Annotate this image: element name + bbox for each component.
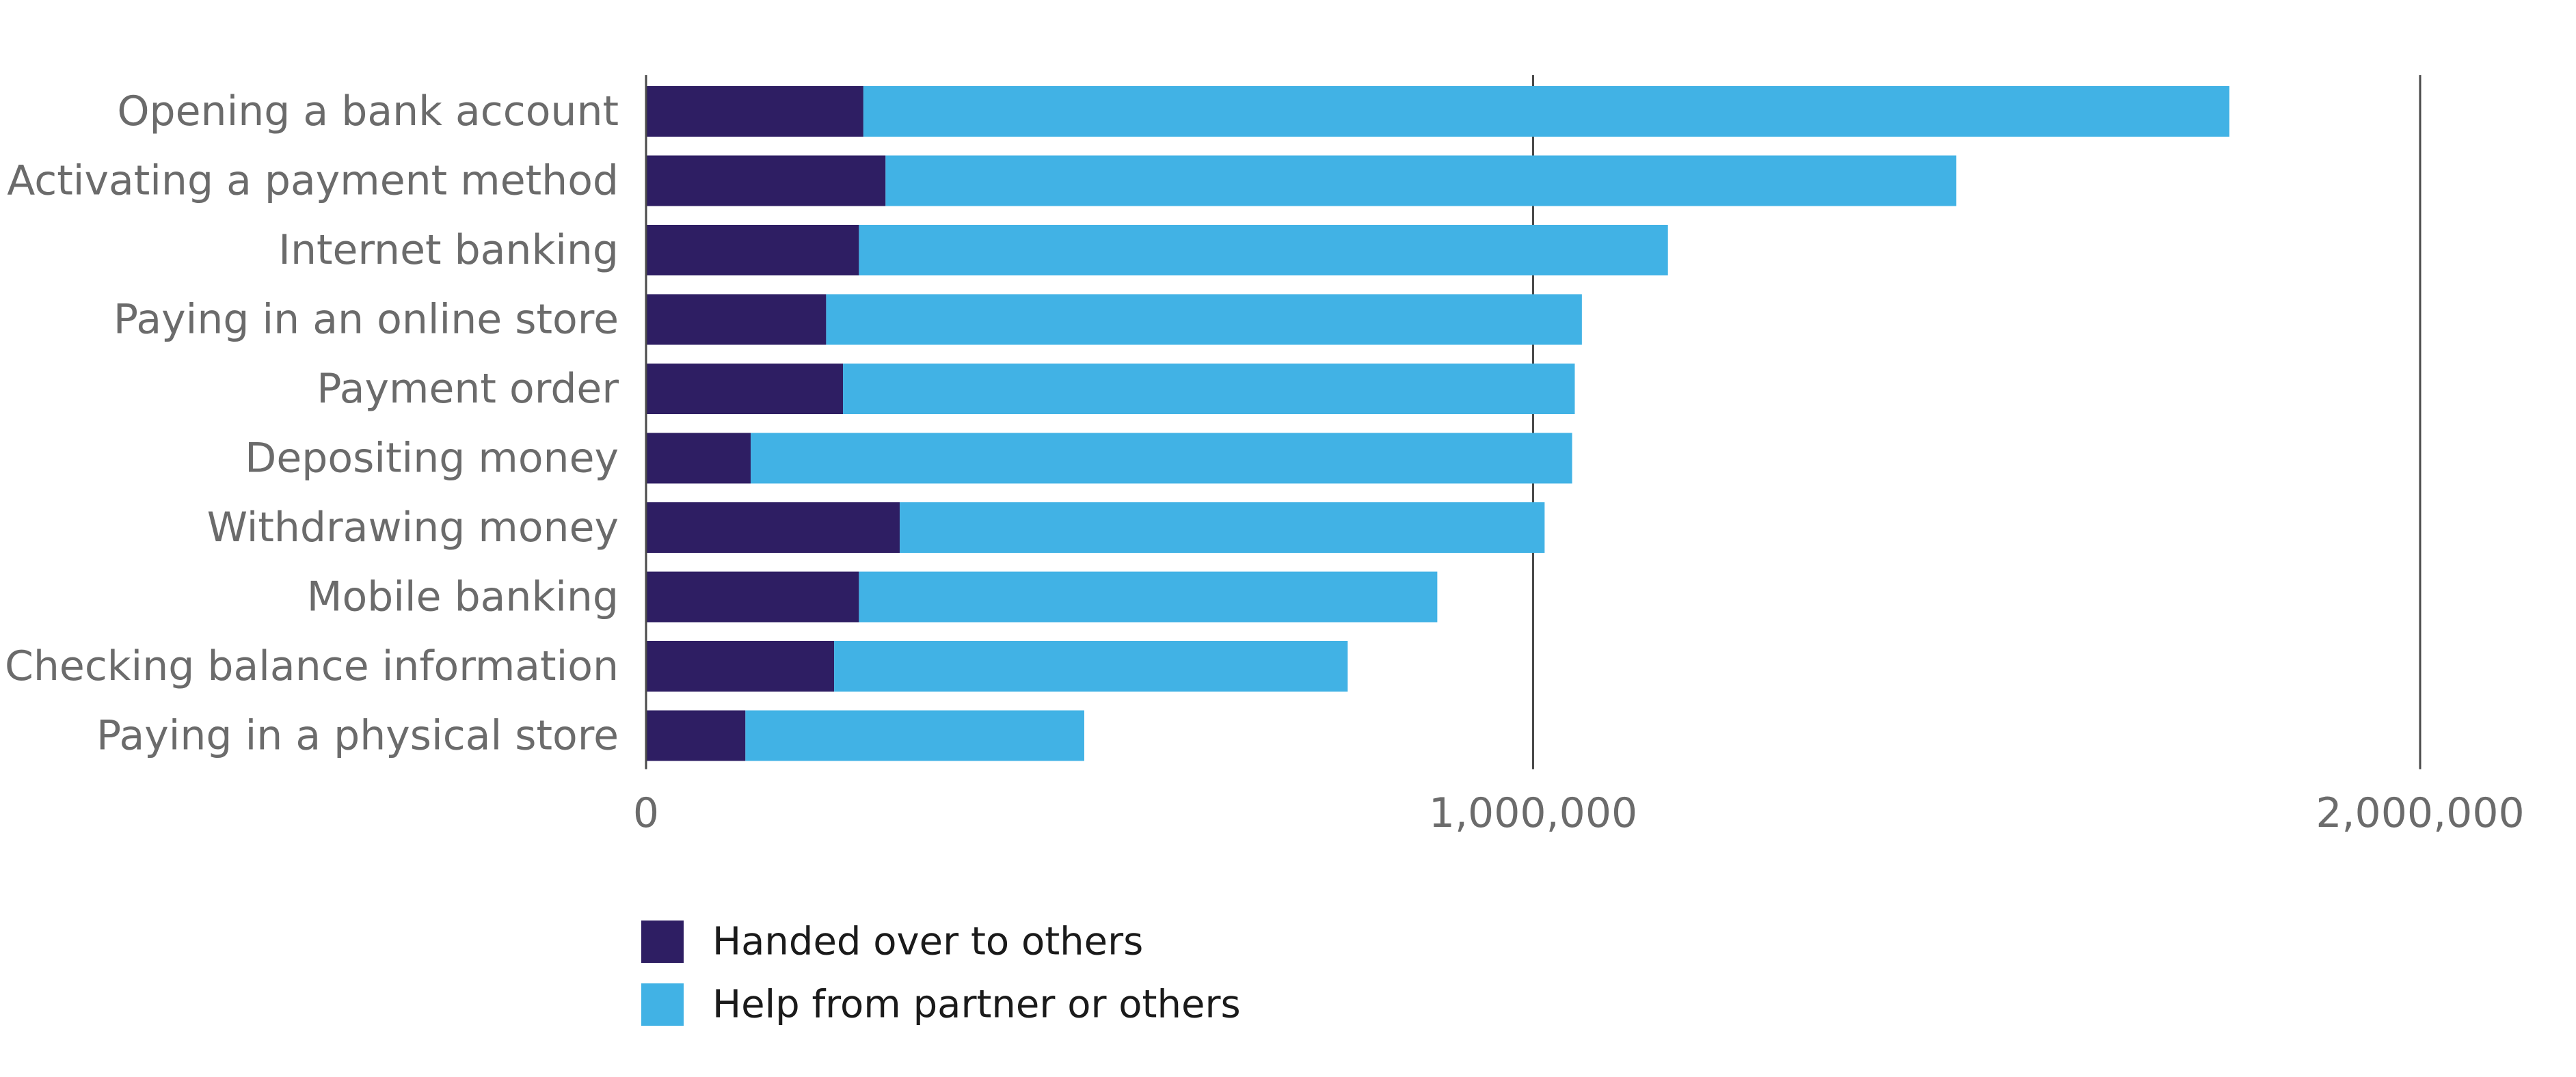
category-label: Opening a bank account [117,87,619,135]
x-tick-label: 2,000,000 [2316,789,2524,837]
x-tick-labels: 0 1,000,000 2,000,000 [633,789,2525,837]
category-label: Payment order [317,365,619,413]
bar-segment-help-from-partner [900,502,1545,553]
bar-segment-help-from-partner [745,710,1084,761]
category-label: Paying in an online store [113,296,619,344]
legend-label: Help from partner or others [712,983,1241,1027]
bar-segment-help-from-partner [859,571,1438,623]
legend-label: Handed over to others [712,920,1143,964]
bar-segment-handed-over [646,364,844,414]
category-label: Paying in a physical store [96,712,619,760]
bars [646,86,2230,761]
bar-segment-handed-over [646,502,900,553]
legend: Handed over to others Help from partner o… [641,920,1241,1027]
bar-segment-help-from-partner [885,155,1957,206]
bar-segment-help-from-partner [834,641,1348,692]
bar-segment-handed-over [646,710,746,761]
bar-segment-handed-over [646,225,859,275]
category-label: Depositing money [245,435,619,482]
x-tick-label: 1,000,000 [1429,789,1637,837]
category-labels: Opening a bank account Activating a payme… [5,87,619,760]
bar-segment-handed-over [646,571,859,623]
category-label: Withdrawing money [207,504,619,551]
bar-segment-handed-over [646,433,751,484]
category-label: Activating a payment method [7,157,619,205]
bar-segment-handed-over [646,155,886,206]
bar-segment-help-from-partner [826,294,1582,345]
category-label: Mobile banking [307,573,619,621]
bar-segment-handed-over [646,294,827,345]
bar-segment-help-from-partner [843,364,1575,414]
category-label: Checking balance information [5,642,619,690]
bar-segment-handed-over [646,641,835,692]
category-label: Internet banking [278,226,619,274]
bar-segment-help-from-partner [751,433,1572,484]
legend-swatch [641,921,684,963]
bar-segment-handed-over [646,86,863,137]
bar-segment-help-from-partner [863,86,2230,137]
x-tick-label: 0 [633,789,659,837]
bar-segment-help-from-partner [859,225,1668,275]
legend-swatch [641,983,684,1026]
